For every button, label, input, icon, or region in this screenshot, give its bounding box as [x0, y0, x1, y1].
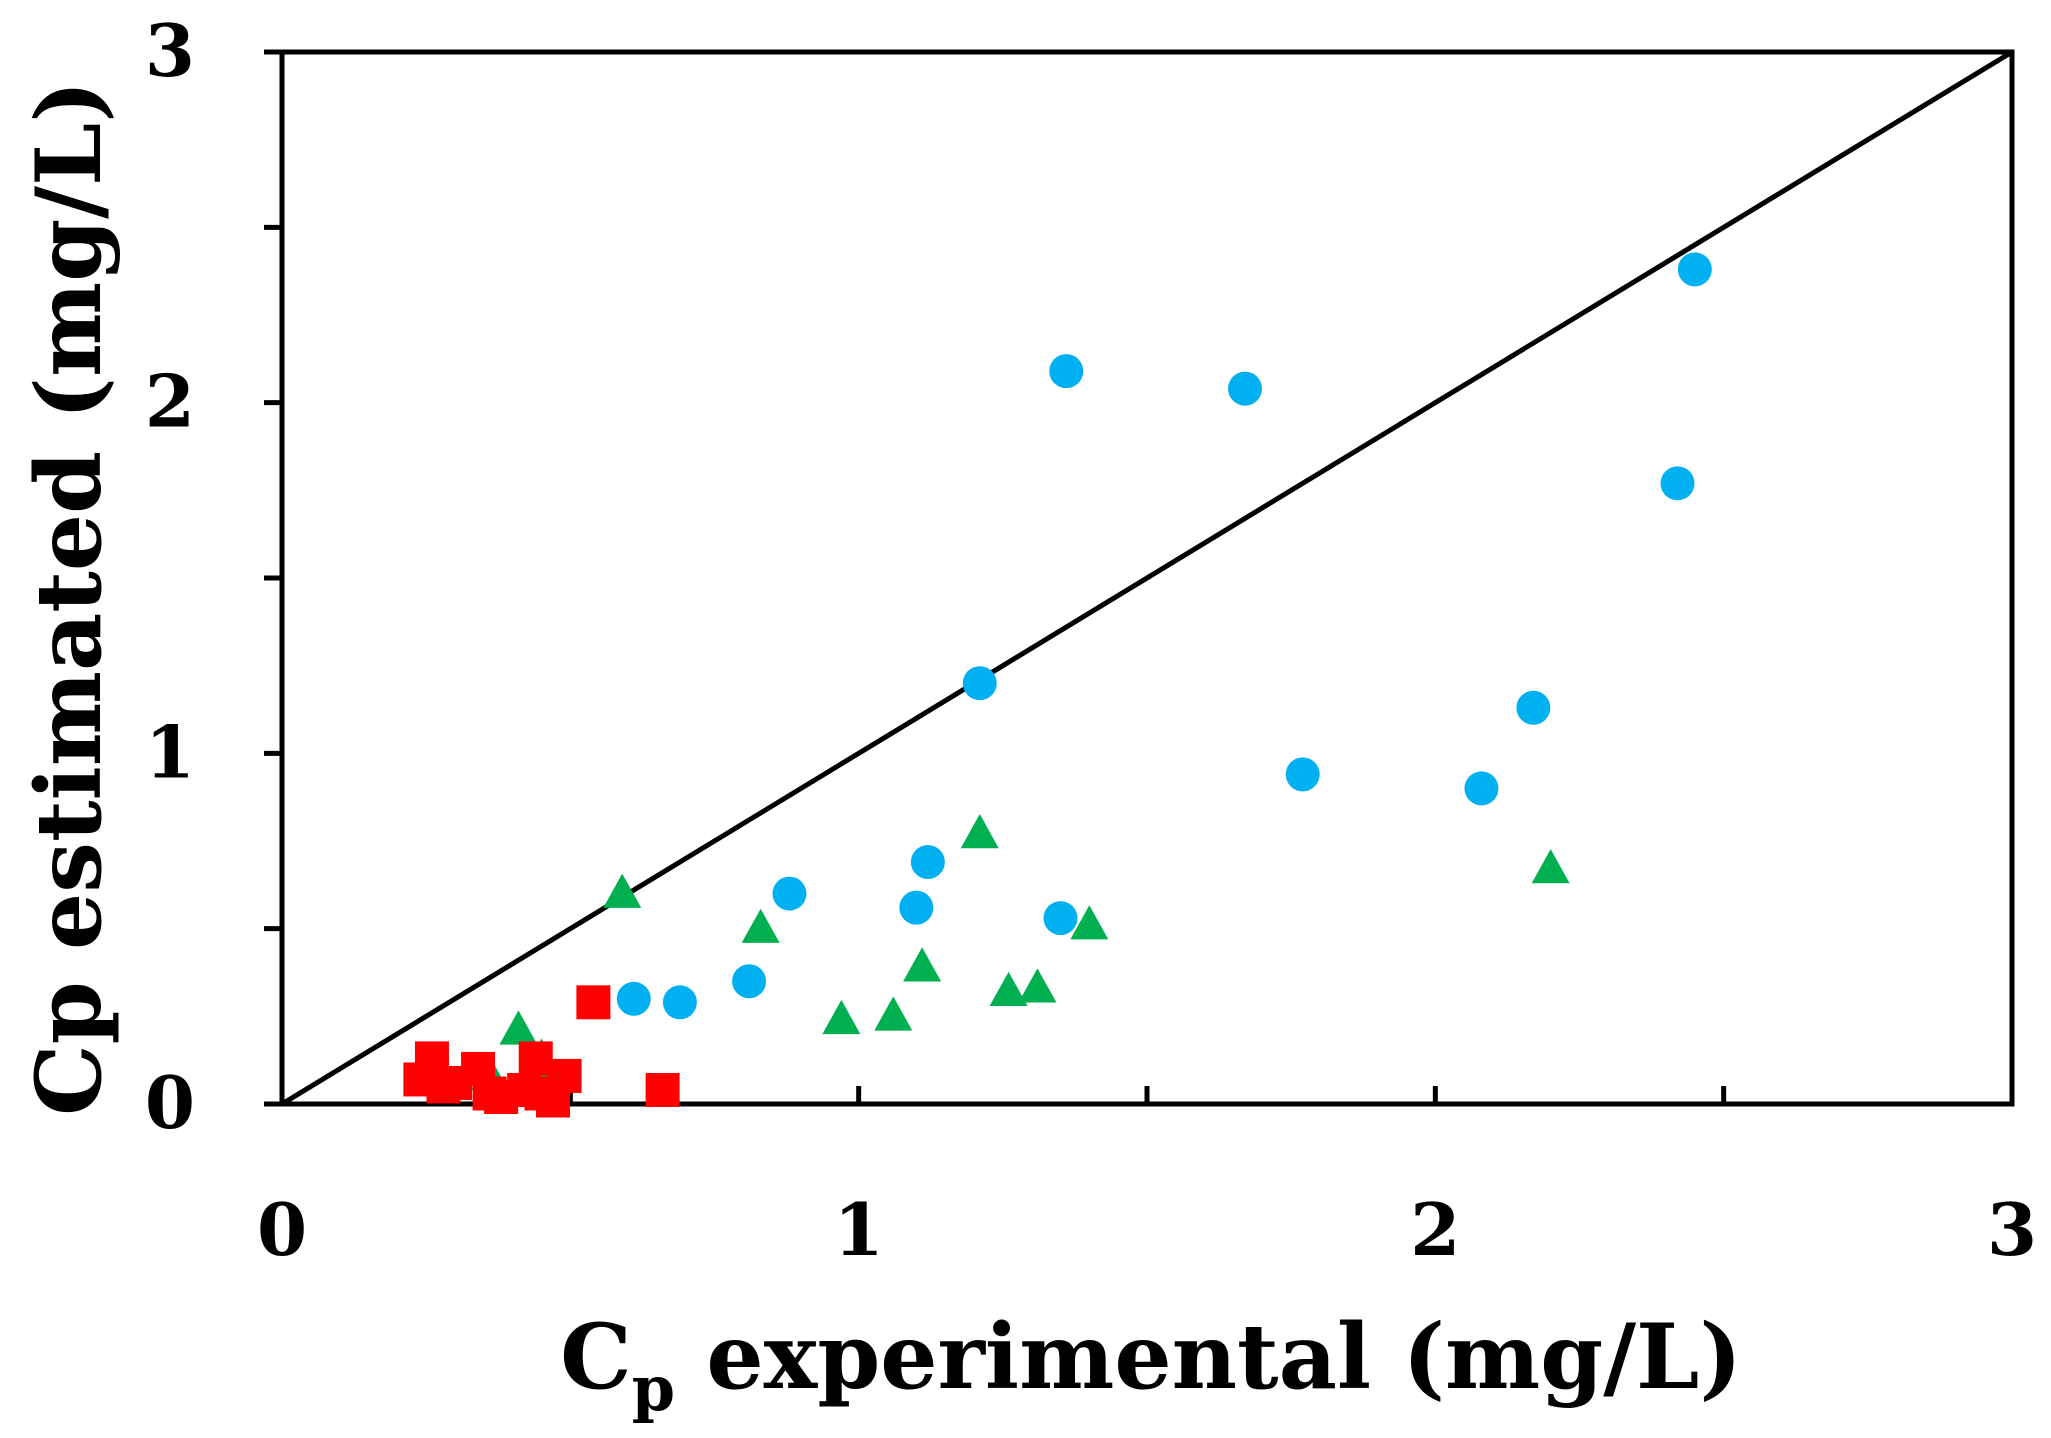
x-axis-title-rest: experimental (mg/L): [675, 1304, 1742, 1410]
point-circle: [1228, 371, 1263, 406]
point-circle: [1464, 771, 1499, 806]
point-triangle: [603, 873, 642, 908]
point-circle: [899, 890, 934, 925]
point-circle: [1516, 690, 1551, 725]
y-tick-label: 0: [145, 1060, 195, 1145]
x-axis-title: Cp experimental (mg/L): [560, 1304, 1742, 1425]
y-axis-title: Cp estimated (mg/L): [16, 80, 122, 1116]
point-square: [645, 1072, 680, 1107]
point-circle: [1677, 252, 1712, 287]
point-circle: [732, 964, 767, 999]
y-tick-label: 1: [145, 709, 195, 794]
point-circle: [1660, 466, 1695, 501]
x-axis-title-subscript: p: [632, 1352, 675, 1425]
reference-line-layer: [280, 49, 2014, 1107]
point-triangle: [1018, 968, 1057, 1003]
point-triangle: [874, 996, 913, 1031]
y-tick-label: 2: [145, 359, 195, 444]
point-circle: [910, 845, 945, 880]
point-triangle: [1070, 905, 1109, 940]
point-circle: [772, 876, 807, 911]
x-tick-label: 1: [834, 1187, 884, 1272]
points-layer: [403, 252, 1712, 1118]
labels-layer: 0 1 2 3 0 1 2 3 Cp experimental (mg/L) Cp estimat…: [16, 8, 2037, 1425]
point-circle: [1285, 757, 1320, 792]
x-tick-label: 3: [1987, 1187, 2037, 1272]
point-triangle: [741, 908, 780, 943]
point-triangle: [499, 1010, 538, 1045]
x-axis-title-main: C: [560, 1304, 632, 1410]
y-tick-label: 3: [145, 8, 195, 93]
point-triangle: [822, 999, 861, 1035]
point-triangle: [903, 947, 942, 982]
point-circle: [662, 985, 697, 1020]
point-circle: [616, 981, 651, 1016]
point-triangle: [1531, 849, 1570, 884]
point-triangle: [989, 971, 1028, 1007]
point-square: [576, 985, 611, 1020]
point-circle: [1043, 901, 1078, 936]
point-square: [547, 1058, 582, 1093]
x-tick-label: 2: [1410, 1187, 1460, 1272]
x-tick-label: 0: [257, 1187, 307, 1272]
point-square: [518, 1041, 553, 1076]
reference-line: [280, 49, 2014, 1107]
point-circle: [962, 666, 997, 701]
point-circle: [1049, 354, 1084, 389]
point-triangle: [960, 814, 999, 849]
